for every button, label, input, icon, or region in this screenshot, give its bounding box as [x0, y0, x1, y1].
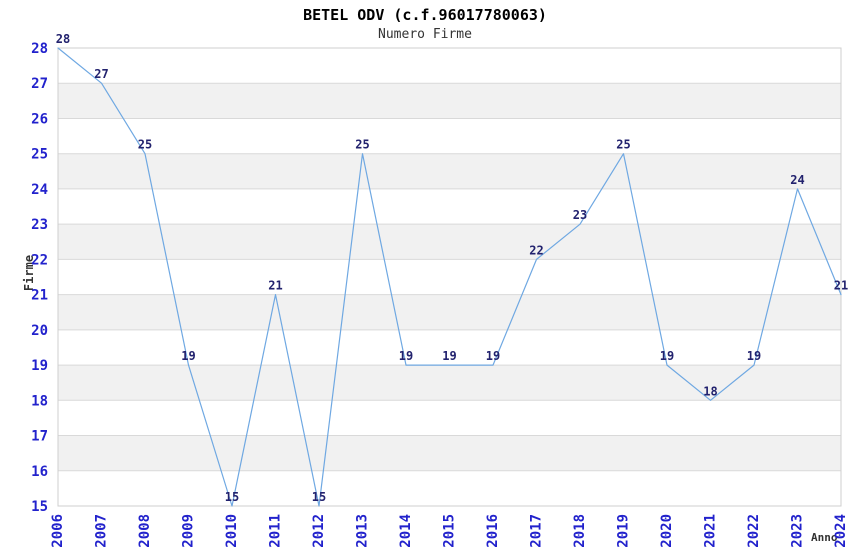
plot-border — [57, 47, 842, 507]
x-tick-label: 2009 — [181, 514, 197, 548]
plot-band — [58, 365, 841, 401]
data-label: 19 — [486, 349, 500, 363]
y-tick-label: 23 — [31, 217, 48, 233]
data-label: 15 — [312, 490, 326, 504]
data-label: 19 — [660, 349, 674, 363]
x-tick-label: 2014 — [398, 514, 414, 548]
chart-title: BETEL ODV (c.f.96017780063) — [303, 6, 547, 24]
y-tick-label: 19 — [31, 358, 48, 374]
x-tick-label: 2012 — [311, 514, 327, 548]
data-label: 18 — [703, 384, 717, 398]
data-label: 25 — [616, 138, 630, 152]
x-tick-label: 2021 — [703, 514, 719, 548]
y-tick-label: 27 — [31, 76, 48, 92]
data-label: 25 — [138, 138, 152, 152]
x-tick-label: 2015 — [442, 514, 458, 548]
data-label: 19 — [399, 349, 413, 363]
x-tick-label: 2006 — [50, 514, 66, 548]
data-label: 21 — [268, 279, 282, 293]
series-line — [57, 47, 842, 507]
x-tick-label: 2023 — [790, 514, 806, 548]
x-tick-label: 2019 — [616, 514, 632, 548]
x-tick-label: 2024 — [833, 514, 849, 548]
y-tick-label: 20 — [31, 323, 48, 339]
x-tick-label: 2013 — [355, 514, 371, 548]
data-label: 19 — [747, 349, 761, 363]
x-tick-label: 2008 — [137, 514, 153, 548]
plot-band — [58, 224, 841, 260]
x-tick-label: 2011 — [268, 514, 284, 548]
plot-band — [58, 153, 841, 189]
plot-band — [58, 83, 841, 119]
x-tick-label: 2020 — [659, 514, 675, 548]
x-tick-label: 2007 — [94, 514, 110, 548]
data-label: 25 — [355, 138, 369, 152]
data-label: 21 — [834, 279, 848, 293]
x-tick-label: 2010 — [224, 514, 240, 548]
data-label: 23 — [573, 208, 587, 222]
y-tick-label: 28 — [31, 41, 48, 57]
x-axis-title: Anno — [811, 531, 838, 544]
data-label: 28 — [56, 32, 70, 46]
y-tick-label: 16 — [31, 464, 48, 480]
x-tick-label: 2016 — [485, 514, 501, 548]
x-tick-label: 2018 — [572, 514, 588, 548]
chart-subtitle: Numero Firme — [378, 27, 472, 42]
data-label: 19 — [442, 349, 456, 363]
plot-band — [58, 435, 841, 471]
data-label: 15 — [225, 490, 239, 504]
x-tick-label: 2017 — [529, 514, 545, 548]
y-tick-label: 18 — [31, 393, 48, 409]
y-tick-label: 15 — [31, 499, 48, 515]
y-tick-label: 24 — [31, 182, 48, 198]
y-tick-label: 22 — [31, 252, 48, 268]
data-label: 27 — [94, 67, 108, 81]
y-tick-label: 26 — [31, 112, 48, 128]
y-tick-label: 21 — [31, 288, 48, 304]
data-label: 24 — [790, 173, 804, 187]
data-label: 19 — [181, 349, 195, 363]
data-label: 22 — [529, 243, 543, 257]
y-tick-label: 25 — [31, 147, 48, 163]
x-tick-label: 2022 — [746, 514, 762, 548]
y-tick-label: 17 — [31, 429, 48, 445]
plot-band — [58, 294, 841, 330]
